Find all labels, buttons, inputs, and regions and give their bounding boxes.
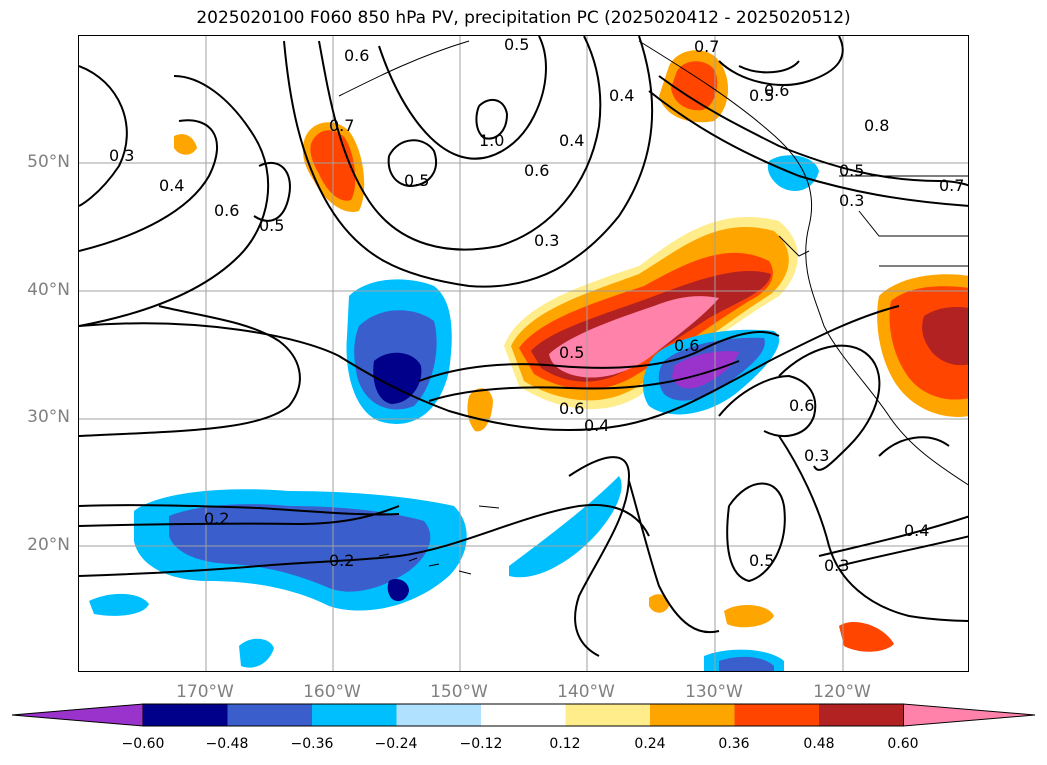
colorbar-tick: 0.36 bbox=[718, 736, 750, 752]
map-title: 2025020100 F060 850 hPa PV, precipitatio… bbox=[196, 8, 851, 28]
contour-label: 0.6 bbox=[674, 336, 699, 355]
contour-label: 0.5 bbox=[749, 86, 774, 105]
contour-label: 0.7 bbox=[694, 37, 719, 56]
colorbar-cell bbox=[312, 704, 397, 726]
lat-label-30n: 30°N bbox=[27, 407, 70, 427]
contour-label: 0.6 bbox=[559, 399, 584, 418]
colorbar-tick: −0.60 bbox=[121, 736, 165, 752]
contour-label: 0.6 bbox=[524, 161, 549, 180]
colorbar bbox=[11, 703, 1036, 727]
contour-label: 0.5 bbox=[559, 343, 584, 362]
contour-label: 0.6 bbox=[344, 46, 369, 65]
contour-label: 0.4 bbox=[584, 416, 609, 435]
lat-label-20n: 20°N bbox=[27, 535, 70, 555]
contour-label: 0.5 bbox=[749, 551, 774, 570]
lat-label-40n: 40°N bbox=[27, 280, 70, 300]
contour-label: 0.7 bbox=[939, 176, 964, 195]
contour-label: 0.5 bbox=[504, 36, 529, 54]
contour-label: 0.5 bbox=[839, 161, 864, 180]
contour-label: 0.4 bbox=[609, 86, 634, 105]
colorbar-cell bbox=[396, 704, 481, 726]
map-canvas: 0.7 0.5 0.3 0.4 0.6 0.5 0.6 1.0 0.5 0.6 … bbox=[79, 36, 968, 671]
colorbar-extend-high bbox=[903, 703, 1036, 727]
colorbar-tick: 0.12 bbox=[549, 736, 581, 752]
colorbar-cell bbox=[734, 704, 819, 726]
contour-label: 0.7 bbox=[329, 116, 354, 135]
contour-label: 1.0 bbox=[479, 131, 504, 150]
contour-label: 0.3 bbox=[109, 146, 134, 165]
colorbar-extend-low bbox=[11, 703, 144, 727]
lon-label-130w: 130°W bbox=[685, 682, 743, 702]
colorbar-tick: 0.24 bbox=[634, 736, 666, 752]
shaded-fields bbox=[89, 50, 968, 671]
lon-label-120w: 120°W bbox=[813, 682, 871, 702]
map-panel: 0.7 0.5 0.3 0.4 0.6 0.5 0.6 1.0 0.5 0.6 … bbox=[78, 35, 969, 672]
colorbar-cells bbox=[11, 703, 1036, 727]
contour-label: 0.2 bbox=[329, 551, 354, 570]
colorbar-cell bbox=[227, 704, 312, 726]
contour-label: 0.5 bbox=[404, 171, 429, 190]
contour-label: 0.2 bbox=[204, 509, 229, 528]
colorbar-cell bbox=[143, 704, 228, 726]
lat-label-50n: 50°N bbox=[27, 152, 70, 172]
colorbar-cell bbox=[650, 704, 735, 726]
colorbar-tick: −0.36 bbox=[290, 736, 334, 752]
lon-label-170w: 170°W bbox=[176, 682, 234, 702]
contour-label: 0.3 bbox=[804, 446, 829, 465]
colorbar-tick: −0.12 bbox=[459, 736, 503, 752]
graticule bbox=[79, 36, 968, 671]
colorbar-cell bbox=[565, 704, 650, 726]
lon-label-140w: 140°W bbox=[557, 682, 615, 702]
lon-label-150w: 150°W bbox=[430, 682, 488, 702]
contour-label: 0.5 bbox=[259, 216, 284, 235]
contour-label: 0.4 bbox=[559, 131, 584, 150]
colorbar-cell bbox=[481, 704, 566, 726]
contour-label: 0.3 bbox=[824, 556, 849, 575]
contour-label: 0.4 bbox=[904, 521, 929, 540]
colorbar-tick: −0.24 bbox=[374, 736, 418, 752]
lon-label-160w: 160°W bbox=[303, 682, 361, 702]
pv-contours bbox=[79, 36, 968, 657]
colorbar-outline bbox=[142, 703, 904, 727]
contour-label: 0.3 bbox=[534, 231, 559, 250]
contour-label: 0.8 bbox=[864, 116, 889, 135]
contour-label: 0.6 bbox=[214, 201, 239, 220]
contour-labels: 0.7 0.5 0.3 0.4 0.6 0.5 0.6 1.0 0.5 0.6 … bbox=[109, 36, 964, 575]
colorbar-cell bbox=[819, 704, 904, 726]
colorbar-tick: 0.48 bbox=[803, 736, 835, 752]
colorbar-tick: 0.60 bbox=[887, 736, 919, 752]
contour-label: 0.6 bbox=[789, 396, 814, 415]
contour-label: 0.3 bbox=[839, 191, 864, 210]
contour-label: 0.6 bbox=[764, 81, 789, 100]
contour-label: 0.4 bbox=[159, 176, 184, 195]
coastlines bbox=[338, 40, 968, 575]
colorbar-tick: −0.48 bbox=[205, 736, 249, 752]
